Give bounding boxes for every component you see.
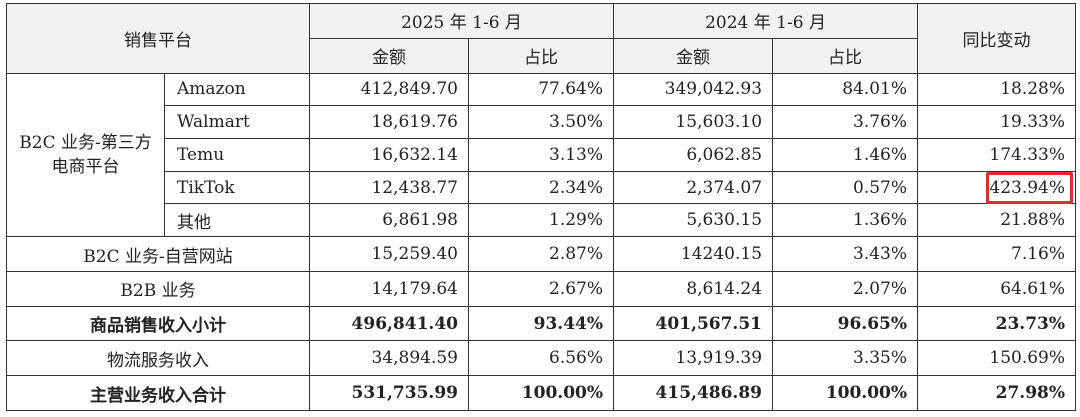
- amount-2024: 6,062.85: [613, 137, 774, 172]
- share-2025: 93.44%: [467, 305, 615, 342]
- amount-2025: 12,438.77: [309, 170, 469, 205]
- header-period-2024: 2024 年 1-6 月: [613, 3, 919, 39]
- table-row: Walmart 18,619.76 3.50% 15,603.10 3.76% …: [7, 105, 1077, 139]
- table-row: TikTok 12,438.77 2.34% 2,374.07 0.57% 42…: [7, 170, 1077, 205]
- row-name: TikTok: [164, 170, 310, 205]
- yoy-change: 64.61%: [917, 270, 1077, 307]
- yoy-change: 423.94%: [989, 177, 1066, 198]
- amount-2024: 349,042.93: [613, 72, 774, 107]
- share-2025: 1.29%: [467, 203, 615, 238]
- header-period-2025: 2025 年 1-6 月: [308, 3, 615, 39]
- yoy-change-highlighted: 423.94%: [917, 170, 1077, 205]
- amount-2025: 14,179.64: [309, 270, 469, 307]
- header-row-1: 销售平台 2025 年 1-6 月 2024 年 1-6 月 同比变动: [6, 3, 1077, 74]
- amount-2025: 16,632.14: [309, 137, 469, 172]
- share-2024: 0.57%: [772, 170, 919, 205]
- sales-platform-table: 销售平台 2025 年 1-6 月 2024 年 1-6 月 同比变动 金额 占…: [6, 3, 1077, 411]
- yoy-change: 21.88%: [917, 203, 1077, 238]
- yoy-change: 23.73%: [917, 305, 1077, 342]
- table-row: 其他 6,861.98 1.29% 5,630.15 1.36% 21.88%: [7, 203, 1077, 238]
- share-2025: 2.87%: [467, 236, 615, 272]
- amount-2024: 401,567.51: [613, 305, 774, 342]
- share-2024: 3.43%: [772, 236, 919, 272]
- share-2024: 100.00%: [772, 375, 919, 411]
- yoy-change: 27.98%: [917, 375, 1077, 411]
- share-2024: 84.01%: [772, 72, 919, 107]
- amount-2024: 15,603.10: [613, 105, 774, 139]
- amount-2025: 6,861.98: [309, 203, 469, 238]
- amount-2025: 15,259.40: [309, 236, 469, 272]
- subtotal-row: 商品销售收入小计 496,841.40 93.44% 401,567.51 96…: [6, 305, 1077, 342]
- header-amount-2025: 金额: [309, 37, 469, 74]
- share-2024: 2.07%: [772, 270, 919, 307]
- yoy-change: 150.69%: [917, 340, 1077, 377]
- row-name: Walmart: [164, 105, 310, 139]
- share-2024: 3.35%: [772, 340, 919, 377]
- table-row: 物流服务收入 34,894.59 6.56% 13,919.39 3.35% 1…: [6, 340, 1077, 377]
- header-share-2024: 占比: [772, 37, 919, 74]
- header-platform: 销售平台: [6, 3, 310, 74]
- amount-2025: 412,849.70: [309, 72, 469, 107]
- yoy-change: 19.33%: [917, 105, 1077, 139]
- table-row: B2C 业务-自营网站 15,259.40 2.87% 14240.15 3.4…: [6, 236, 1077, 272]
- amount-2025: 531,735.99: [309, 375, 469, 411]
- amount-2025: 496,841.40: [309, 305, 469, 342]
- header-share-2025: 占比: [467, 37, 615, 74]
- share-2025: 77.64%: [467, 72, 615, 107]
- amount-2024: 415,486.89: [613, 375, 774, 411]
- amount-2024: 2,374.07: [613, 170, 774, 205]
- amount-2025: 18,619.76: [309, 105, 469, 139]
- row-name: Temu: [164, 137, 310, 172]
- row-name: 其他: [164, 203, 310, 238]
- amount-2024: 13,919.39: [613, 340, 774, 377]
- share-2025: 3.50%: [467, 105, 615, 139]
- header-row-2: 金额 占比 金额 占比: [7, 37, 1076, 74]
- row-name: Amazon: [164, 72, 310, 107]
- yoy-change: 174.33%: [917, 137, 1077, 172]
- row-name: 商品销售收入小计: [6, 305, 310, 342]
- amount-2024: 14240.15: [613, 236, 774, 272]
- yoy-change: 7.16%: [917, 236, 1077, 272]
- table-row: B2B 业务 14,179.64 2.67% 8,614.24 2.07% 64…: [6, 270, 1077, 307]
- group-b2c-third-party: B2C 业务-第三方电商平台: [6, 72, 165, 238]
- share-2024: 96.65%: [772, 305, 919, 342]
- share-2024: 1.36%: [772, 203, 919, 238]
- share-2025: 100.00%: [467, 375, 615, 411]
- table-row: B2C 业务-第三方电商平台 Amazon 412,849.70 77.64% …: [6, 72, 1077, 238]
- share-2024: 1.46%: [772, 137, 919, 172]
- share-2025: 2.34%: [467, 170, 615, 205]
- header-amount-2024: 金额: [613, 37, 774, 74]
- share-2025: 6.56%: [467, 340, 615, 377]
- total-row: 主营业务收入合计 531,735.99 100.00% 415,486.89 1…: [6, 375, 1077, 411]
- yoy-change: 18.28%: [917, 72, 1077, 107]
- row-name: B2B 业务: [6, 270, 310, 307]
- row-name: B2C 业务-自营网站: [6, 236, 310, 272]
- row-name: 主营业务收入合计: [6, 375, 310, 411]
- table-row: Temu 16,632.14 3.13% 6,062.85 1.46% 174.…: [7, 137, 1077, 172]
- share-2025: 3.13%: [467, 137, 615, 172]
- header-yoy: 同比变动: [917, 3, 1077, 74]
- row-name: 物流服务收入: [6, 340, 310, 377]
- share-2025: 2.67%: [467, 270, 615, 307]
- amount-2025: 34,894.59: [309, 340, 469, 377]
- amount-2024: 8,614.24: [613, 270, 774, 307]
- amount-2024: 5,630.15: [613, 203, 774, 238]
- share-2024: 3.76%: [772, 105, 919, 139]
